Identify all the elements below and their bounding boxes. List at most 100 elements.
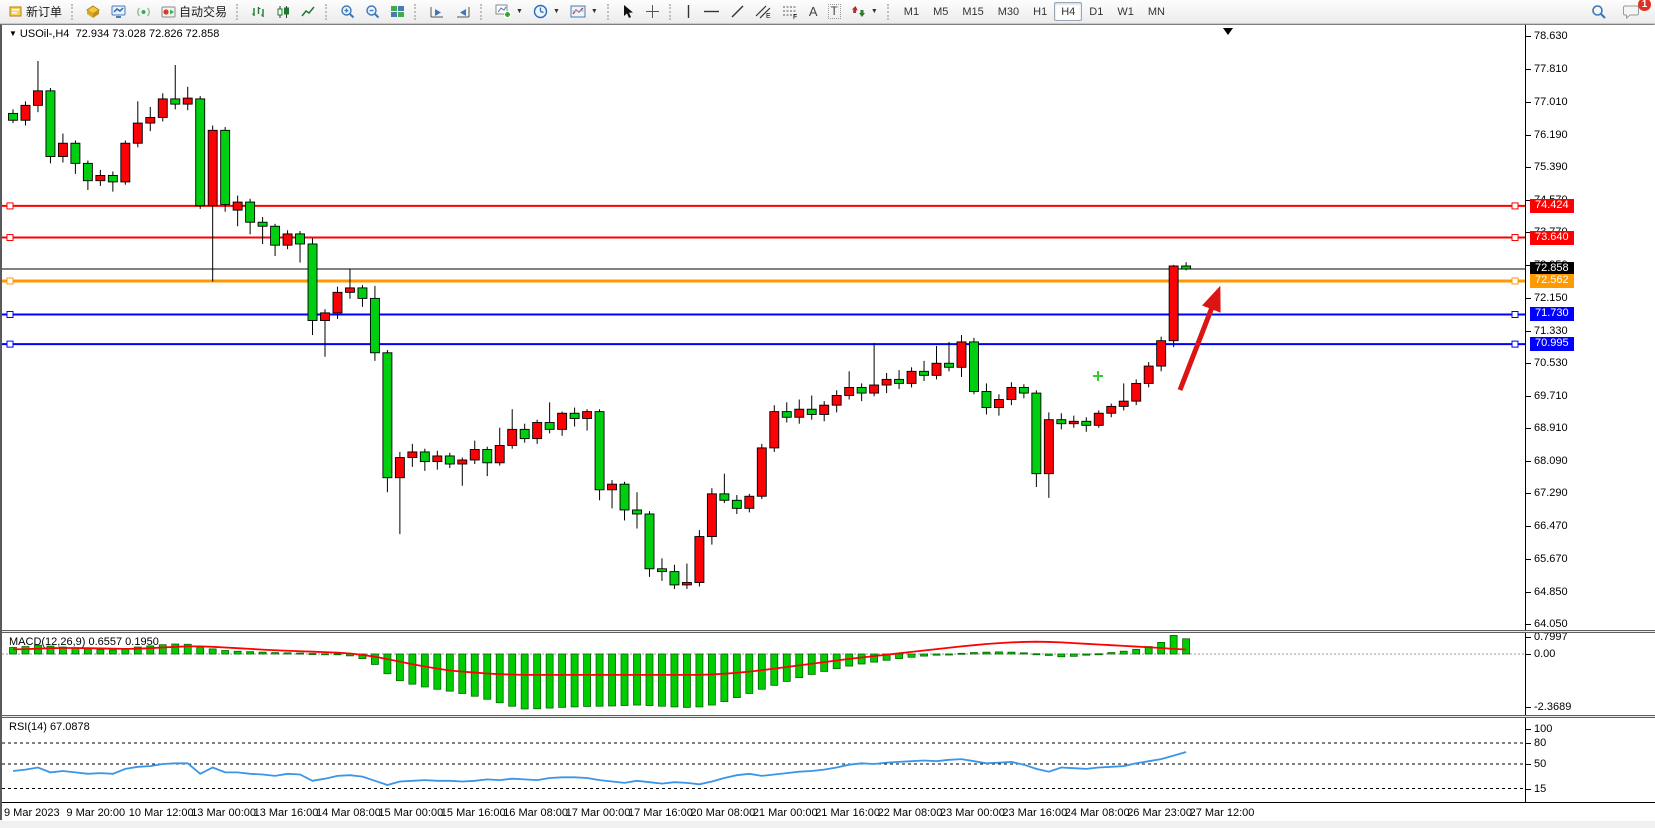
bullish-candle <box>432 455 443 463</box>
bullish-candle <box>1168 265 1179 342</box>
main-chart-canvas[interactable] <box>2 25 1525 630</box>
price-line-tag: 74.424 <box>1530 198 1574 213</box>
hline-anchor <box>1511 234 1519 242</box>
templates-button[interactable]: ▼ <box>565 2 603 22</box>
strategy-tester-button[interactable] <box>106 2 131 22</box>
timeframe-button-h4[interactable]: H4 <box>1054 2 1083 21</box>
horizontal-line-icon <box>703 4 720 19</box>
panel-splitter[interactable] <box>2 630 1655 633</box>
main-chart-panel[interactable]: ▼ USOil-,H4 72.934 73.028 72.826 72.858 <box>2 25 1525 630</box>
price-line-tag: 71.730 <box>1530 307 1574 322</box>
text-label-icon: T <box>827 4 841 19</box>
bullish-candle <box>320 312 330 321</box>
panel-splitter[interactable] <box>2 715 1655 718</box>
timeframe-button-h1[interactable]: H1 <box>1033 5 1048 18</box>
bullish-candle <box>157 98 168 118</box>
macd-histogram-bar <box>533 653 542 710</box>
bearish-candle <box>70 142 81 164</box>
search-button[interactable] <box>1586 2 1612 22</box>
time-axis-label: 10 Mar 12:00 <box>128 807 194 819</box>
macd-histogram-bar <box>208 648 217 655</box>
bearish-candle <box>1181 265 1192 270</box>
vertical-line-button[interactable] <box>679 2 698 22</box>
zoom-in-button[interactable] <box>335 2 360 22</box>
bullish-candle <box>332 291 343 314</box>
macd-panel[interactable]: MACD(12,26,9) 0.6557 0.1950 <box>2 633 1525 715</box>
timeframe-button-m30[interactable]: M30 <box>997 5 1020 18</box>
macd-histogram-bar <box>558 653 567 708</box>
bullish-candle <box>182 97 193 105</box>
rsi-panel[interactable]: RSI(14) 67.0878 <box>2 718 1525 802</box>
candlestick-chart-button[interactable] <box>271 2 296 22</box>
bar-chart-icon <box>251 5 266 19</box>
hline-anchor <box>6 234 14 242</box>
notification-badge: 1 <box>1638 0 1651 11</box>
crosshair-button[interactable] <box>640 2 665 22</box>
chart-shift-button[interactable] <box>450 2 476 22</box>
bullish-candle <box>1143 365 1154 384</box>
macd-histogram-bar <box>920 653 928 657</box>
macd-axis-label: 0.00 <box>1525 648 1556 660</box>
bar-chart-button[interactable] <box>246 2 271 22</box>
bullish-candle <box>394 457 405 479</box>
price-tick-label: 64.850 <box>1526 585 1568 598</box>
add-indicator-button[interactable]: ▼ <box>490 2 528 22</box>
price-scale[interactable]: 78.63077.81077.01076.19075.39074.57073.7… <box>1525 25 1655 802</box>
bullish-candle <box>469 449 480 461</box>
macd-histogram-bar <box>133 646 142 655</box>
fibonacci-button[interactable]: F <box>777 2 804 22</box>
macd-histogram-bar <box>1169 635 1178 655</box>
line-chart-button[interactable] <box>296 2 321 22</box>
bearish-candle <box>1081 420 1092 426</box>
bullish-candle <box>744 495 755 509</box>
text-label-button[interactable]: T <box>823 2 846 22</box>
time-axis-label: 13 Mar 00:00 <box>191 807 257 819</box>
autoscroll-button[interactable] <box>424 2 450 22</box>
macd-histogram-bar <box>21 646 30 655</box>
bearish-candle <box>444 455 455 465</box>
bullish-candle <box>756 447 767 497</box>
svg-text:E: E <box>766 13 771 19</box>
chart-ohlc-values: 72.934 73.028 72.826 72.858 <box>75 28 220 40</box>
bullish-candle <box>407 451 418 459</box>
timeframe-button-m1[interactable]: M1 <box>903 5 920 18</box>
zoom-out-button[interactable] <box>360 2 385 22</box>
macd-canvas[interactable] <box>2 633 1525 715</box>
arrows-tool-button[interactable]: ▼ <box>846 2 883 22</box>
periods-button[interactable]: ▼ <box>528 2 565 22</box>
autotrading-label: 自动交易 <box>179 5 228 19</box>
timeframe-button-m15[interactable]: M15 <box>962 5 984 18</box>
hline-anchor <box>1511 202 1519 210</box>
trendline-button[interactable] <box>725 2 750 22</box>
timeframe-button-w1[interactable]: W1 <box>1117 5 1134 18</box>
bullish-candle <box>507 428 518 446</box>
rsi-axis-label: 15 <box>1525 782 1547 795</box>
dropdown-caret-icon: ▼ <box>552 8 560 15</box>
chart-title: ▼ USOil-,H4 72.934 73.028 72.826 72.858 <box>9 28 219 40</box>
bearish-candle <box>569 412 580 419</box>
bearish-candle <box>619 483 630 511</box>
add-indicator-icon <box>495 4 512 19</box>
metaeditor-button[interactable] <box>81 2 106 22</box>
fibonacci-icon: F <box>782 4 799 19</box>
rsi-canvas[interactable] <box>2 718 1525 802</box>
bullish-candle <box>906 370 917 384</box>
macd-histogram-bar <box>720 653 729 702</box>
toolbar-grip <box>71 3 78 20</box>
new-order-button[interactable]: 新订单 <box>4 2 67 22</box>
autotrading-button[interactable]: 自动交易 <box>156 2 232 22</box>
signals-button[interactable] <box>131 2 156 22</box>
cursor-button[interactable] <box>617 2 640 22</box>
timeframe-button-d1[interactable]: D1 <box>1089 5 1104 18</box>
bearish-candle <box>220 129 231 205</box>
timeframe-button-mn[interactable]: MN <box>1147 5 1165 18</box>
notifications-button[interactable]: 1 <box>1618 0 1651 22</box>
tile-windows-button[interactable] <box>385 2 410 22</box>
macd-histogram-bar <box>296 652 304 655</box>
text-tool-button[interactable]: A <box>804 2 823 22</box>
horizontal-line-button[interactable] <box>698 2 725 22</box>
symbol-dropdown-icon[interactable]: ▼ <box>9 29 17 38</box>
macd-histogram-bar <box>658 653 666 707</box>
equidistant-channel-button[interactable]: E <box>750 2 777 22</box>
timeframe-button-m5[interactable]: M5 <box>933 5 949 18</box>
